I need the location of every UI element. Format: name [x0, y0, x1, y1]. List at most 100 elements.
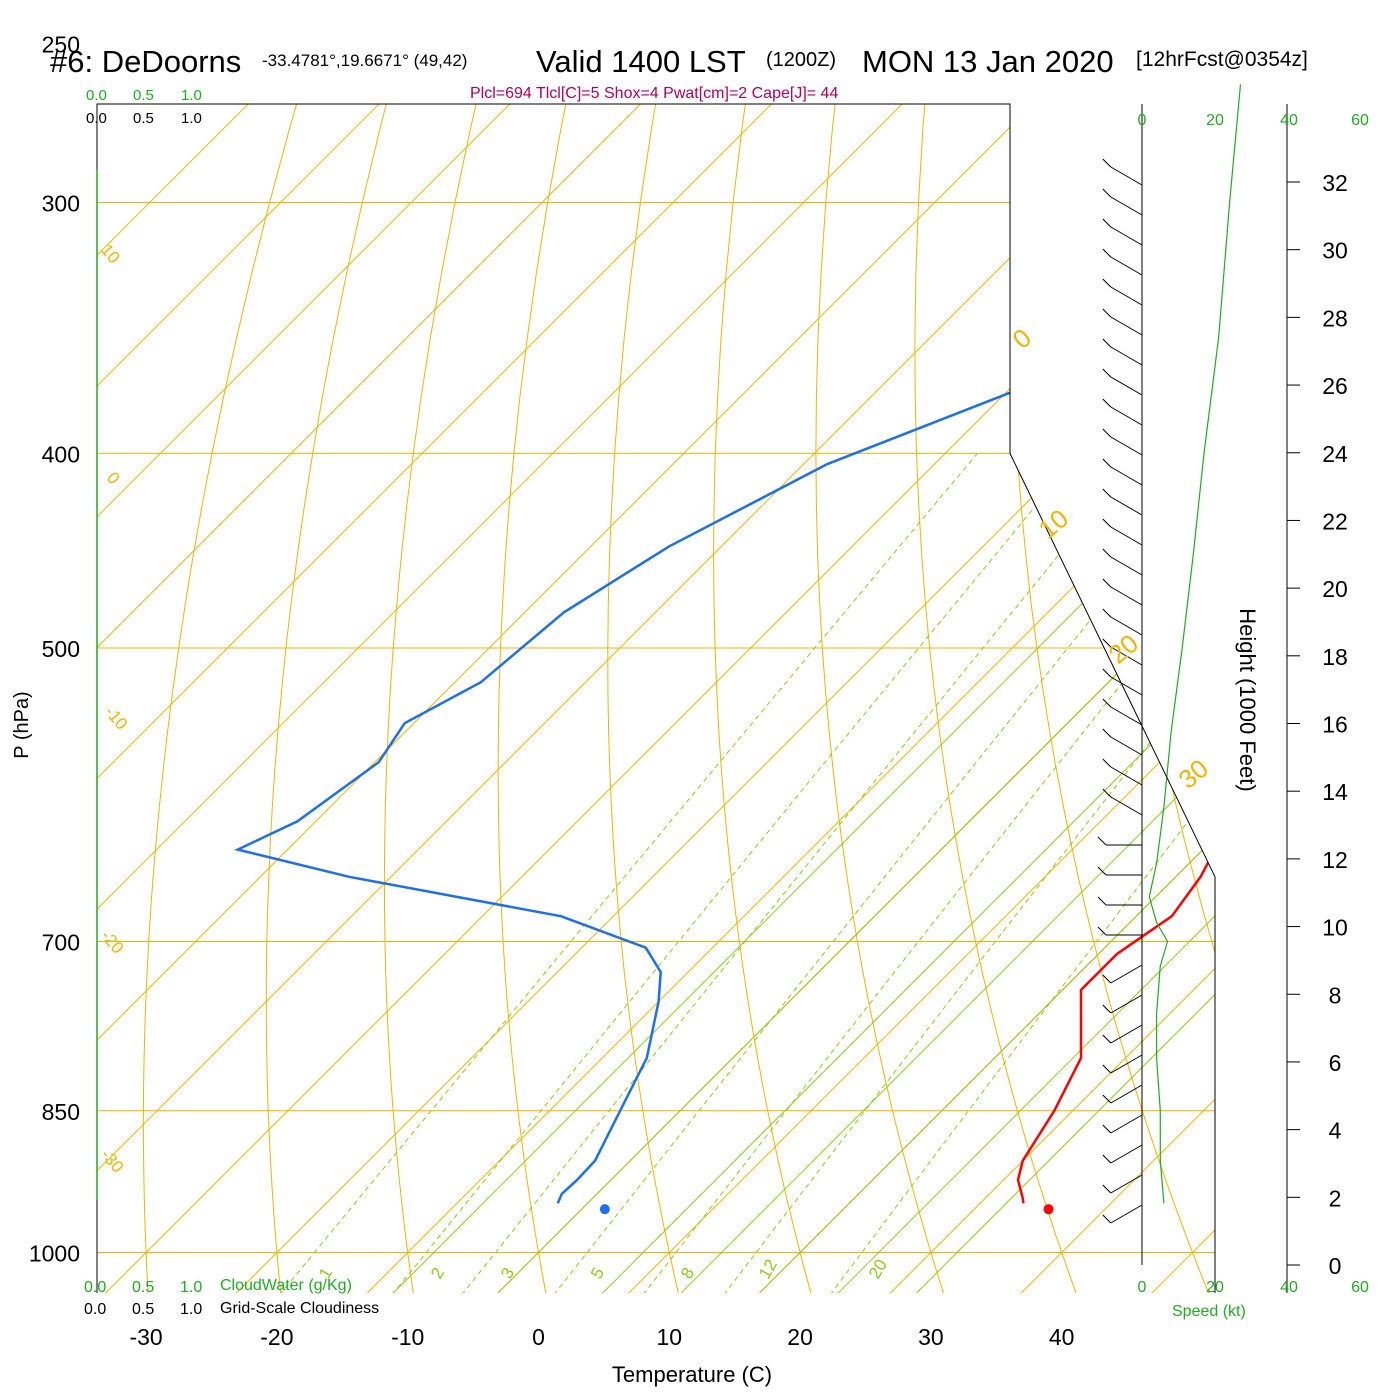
wind-barb [1110, 994, 1143, 1014]
wind-barb [1110, 556, 1143, 576]
speed-bottom-tick-0: 0 [1138, 1279, 1147, 1296]
wind-barb [1110, 1114, 1143, 1134]
mixing-ratio-line [829, 453, 1215, 1293]
isotherm-label: 20 [1103, 628, 1144, 670]
wind-barb-flag [1102, 758, 1112, 768]
isotherm [97, 104, 1158, 1293]
wind-barb [1110, 616, 1143, 636]
wind-barb-flag [1102, 518, 1112, 528]
height-tick-label: 32 [1322, 170, 1348, 196]
wind-barb-flag [1102, 1034, 1112, 1044]
mixing-ratio-line [461, 453, 1143, 1293]
x-tick--10: -10 [391, 1324, 424, 1350]
wind-barb-flag [1102, 158, 1112, 168]
height-tick-label: 2 [1329, 1185, 1342, 1211]
dry-adiabat [497, 104, 625, 1293]
height-tick-label: 10 [1322, 915, 1348, 941]
isotherm [233, 104, 1215, 1293]
mixing-ratio-line [391, 453, 1080, 1293]
height-tick-label: 12 [1322, 847, 1348, 873]
wind-barb [1110, 496, 1143, 516]
wind-barb-flag [1102, 728, 1112, 738]
isotherm-label: -10 [101, 702, 131, 733]
height-tick-label: 6 [1329, 1050, 1342, 1076]
bottom-black-tick-2: 1.0 [180, 1301, 202, 1318]
isotherm [97, 104, 897, 1293]
speed-bottom-tick-3: 60 [1351, 1279, 1369, 1296]
bottom-green-tick-2: 1.0 [180, 1279, 202, 1296]
wind-barb [1110, 406, 1143, 426]
wind-barb [1110, 1084, 1143, 1104]
wind-barb [1110, 286, 1143, 306]
surface-dewpoint-dot [599, 1204, 610, 1215]
wind-speed-profile [1148, 84, 1242, 1204]
wind-barb [1110, 1204, 1143, 1224]
wind-barb-flag [1102, 248, 1112, 258]
bottom-black-tick-0: 0.0 [84, 1301, 106, 1318]
dry-adiabat [713, 104, 812, 1293]
mixing-ratio-label: 20 [865, 1256, 891, 1282]
height-tick-label: 22 [1322, 508, 1348, 534]
top-green-tick-2: 1.0 [181, 87, 202, 104]
plot-frame [96, 103, 1216, 1293]
isotherm [887, 104, 1215, 1293]
isotherm-label: 10 [97, 240, 124, 267]
wind-barb [1110, 346, 1143, 366]
dry-adiabat [914, 104, 1078, 1293]
wind-barb [1110, 316, 1143, 336]
height-tick-label: 18 [1322, 644, 1348, 670]
wind-barb [1110, 706, 1143, 726]
top-green-tick-0: 0.0 [86, 87, 107, 104]
isotherm-label: 30 [1173, 753, 1214, 795]
wind-barb-flag [1102, 668, 1112, 678]
speed-axis-title: Speed (kt) [1172, 1303, 1246, 1320]
height-tick-label: 30 [1322, 238, 1348, 264]
wind-barb [1110, 1144, 1143, 1164]
wind-barb [1110, 964, 1143, 984]
wind-barb [1110, 1024, 1143, 1044]
wind-barb [1110, 646, 1143, 666]
wind-barb [1110, 256, 1143, 276]
isotherm-label: -20 [97, 926, 127, 957]
x-tick-0: 0 [532, 1324, 545, 1350]
isotherm [97, 104, 1027, 1293]
y-tick-300: 300 [42, 191, 80, 217]
moist-adiabat [835, 104, 1215, 1293]
wind-barb-flag [1102, 1004, 1112, 1014]
x-axis-title: Temperature (C) [612, 1362, 772, 1387]
wind-barb [1110, 226, 1143, 246]
dry-adiabat [607, 104, 708, 1293]
wind-barb [1110, 436, 1143, 456]
valid-time: Valid 1400 LST [536, 44, 746, 79]
wind-barb-flag [1097, 896, 1107, 906]
wind-barb [1110, 676, 1143, 696]
speed-top-tick-3: 60 [1351, 112, 1369, 129]
top-black-tick-0: 0.0 [86, 110, 107, 127]
isotherm [1149, 104, 1215, 1293]
isotherm [97, 104, 1215, 1293]
station-coords: -33.4781°,19.6671° (49,42) [262, 51, 467, 70]
x-tick-10: 10 [657, 1324, 683, 1350]
y-axis-title: P (hPa) [11, 691, 33, 758]
y-tick-850: 850 [42, 1099, 80, 1125]
isotherm [626, 104, 1215, 1293]
cloudwater-label: CloudWater (g/Kg) [220, 1277, 352, 1294]
wind-barb-flag [1097, 866, 1107, 876]
speed-bottom-tick-1: 20 [1206, 1279, 1224, 1296]
top-black-tick-2: 1.0 [181, 110, 202, 127]
height-tick-label: 0 [1329, 1253, 1342, 1279]
top-black-tick-1: 0.5 [133, 110, 154, 127]
height-tick-label: 20 [1322, 576, 1348, 602]
height-tick-label: 28 [1322, 305, 1348, 331]
moist-adiabat [495, 104, 1215, 1293]
height-axis-title: Height (1000 Feet) [1235, 608, 1260, 791]
height-tick-label: 14 [1322, 779, 1348, 805]
stability-indices: Plcl=694 Tlcl[C]=5 Shox=4 Pwat[cm]=2 Cap… [470, 85, 838, 102]
bottom-green-tick-0: 0.0 [84, 1279, 106, 1296]
skewt-grid [97, 104, 1215, 1293]
wind-barb-flag [1102, 698, 1112, 708]
height-tick-label: 24 [1322, 441, 1348, 467]
height-tick-label: 4 [1329, 1118, 1342, 1144]
wind-barb-flag [1102, 368, 1112, 378]
dry-adiabat [815, 104, 945, 1293]
